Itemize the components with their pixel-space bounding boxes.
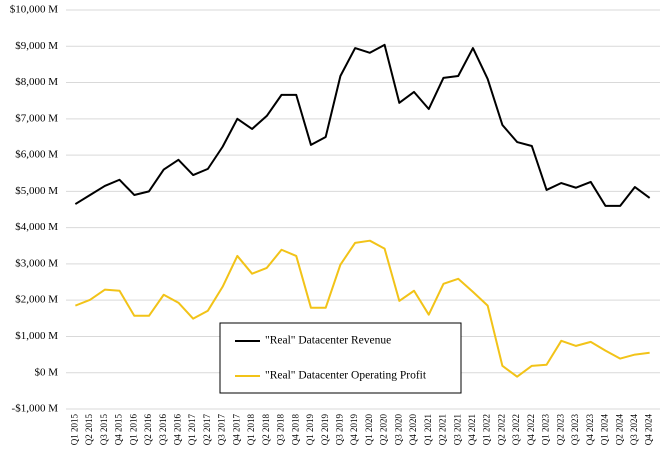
y-tick-label: -$1,000 M: [12, 403, 59, 415]
x-tick-label: Q2 2021: [438, 414, 448, 445]
x-tick-label: Q2 2023: [555, 414, 565, 446]
x-tick-label: Q4 2024: [644, 414, 654, 446]
x-tick-label: Q4 2016: [173, 414, 183, 446]
y-tick-label: $6,000 M: [15, 149, 58, 161]
x-tick-label: Q2 2015: [84, 414, 94, 446]
y-tick-label: $1,000 M: [15, 330, 58, 342]
x-tick-label: Q3 2017: [217, 414, 227, 446]
x-tick-label: Q2 2020: [379, 414, 389, 446]
x-tick-label: Q3 2024: [629, 414, 639, 446]
x-tick-label: Q2 2024: [614, 414, 624, 446]
x-tick-label: Q4 2020: [408, 414, 418, 446]
y-tick-label: $5,000 M: [15, 185, 58, 197]
x-tick-label: Q1 2019: [305, 414, 315, 446]
x-tick-label: Q4 2023: [585, 414, 595, 446]
legend-label: "Real" Datacenter Operating Profit: [265, 370, 427, 382]
x-tick-label: Q3 2019: [334, 414, 344, 446]
x-tick-label: Q3 2020: [393, 414, 403, 446]
x-tick-label: Q2 2019: [320, 414, 330, 446]
x-tick-label: Q4 2017: [231, 414, 241, 446]
y-tick-label: $4,000 M: [15, 221, 58, 233]
x-tick-label: Q1 2021: [423, 414, 433, 445]
x-tick-label: Q1 2015: [69, 414, 79, 446]
y-tick-label: $2,000 M: [15, 294, 58, 306]
y-tick-label: $0 M: [34, 366, 58, 378]
x-tick-label: Q3 2021: [452, 414, 462, 445]
x-tick-label: Q4 2022: [526, 414, 536, 445]
x-tick-label: Q2 2018: [261, 414, 271, 446]
x-tick-label: Q1 2018: [246, 414, 256, 446]
x-tick-label: Q3 2018: [276, 414, 286, 446]
x-tick-label: Q4 2015: [114, 414, 124, 446]
series-line: [74, 43, 651, 207]
legend-box: [219, 322, 462, 394]
x-tick-label: Q3 2016: [158, 414, 168, 446]
x-tick-label: Q1 2022: [482, 414, 492, 445]
x-tick-label: Q2 2017: [202, 414, 212, 446]
x-tick-label: Q1 2024: [600, 414, 610, 446]
x-tick-label: Q2 2022: [496, 414, 506, 445]
y-tick-label: $3,000 M: [15, 257, 58, 269]
legend-label: "Real" Datacenter Revenue: [265, 335, 391, 347]
y-tick-label: $10,000 M: [10, 4, 59, 16]
x-tick-label: Q2 2016: [143, 414, 153, 446]
x-tick-label: Q1 2017: [187, 414, 197, 446]
y-tick-label: $9,000 M: [15, 40, 58, 52]
x-tick-label: Q1 2016: [128, 414, 138, 446]
x-tick-label: Q3 2015: [99, 414, 109, 446]
y-tick-label: $7,000 M: [15, 112, 58, 124]
x-tick-label: Q4 2018: [290, 414, 300, 446]
series-line: [74, 239, 650, 378]
y-tick-label: $8,000 M: [15, 76, 58, 88]
x-tick-label: Q1 2020: [364, 414, 374, 446]
x-tick-label: Q4 2021: [467, 414, 477, 445]
x-tick-label: Q1 2023: [541, 414, 551, 446]
x-tick-label: Q4 2019: [349, 414, 359, 446]
x-tick-label: Q3 2022: [511, 414, 521, 445]
x-tick-label: Q3 2023: [570, 414, 580, 446]
